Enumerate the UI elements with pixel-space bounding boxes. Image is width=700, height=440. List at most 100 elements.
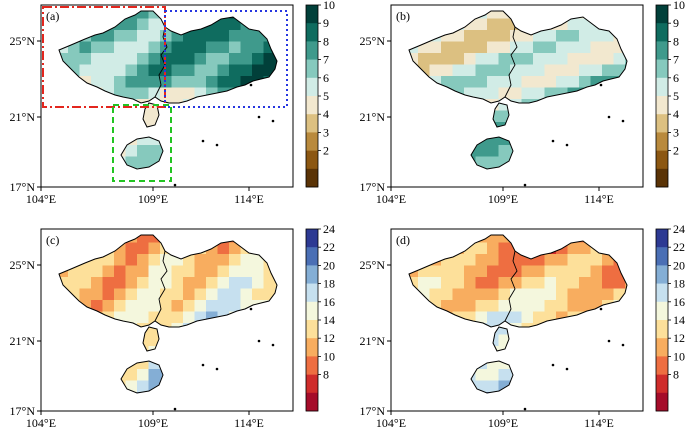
grid-cell [217,18,230,31]
grid-cell [171,64,184,77]
grid-cell [206,30,218,42]
grid-cell [567,254,580,266]
colorbar-tick-label: 12 [673,331,685,345]
grid-cell [510,277,522,289]
grid-cell [441,53,453,65]
grid-cell [125,18,138,31]
y-tick-label: 17°N [10,180,36,194]
colorbar-tick-label: 18 [323,277,335,291]
grid-cell [240,53,253,65]
grid-cell [441,277,453,289]
grid-cell [229,53,241,65]
grid-cell [452,64,465,77]
grid-cell [567,53,580,65]
grid-cell [217,64,230,77]
grid-cell [452,265,465,278]
colorbar-tick-label: 7 [323,53,329,67]
grid-cell [125,265,138,278]
grid-cell [125,64,138,77]
grid-cell [613,277,626,289]
grid-cell [102,288,115,301]
grid-cell [229,254,241,266]
grid-cell [475,369,488,381]
grid-cell [429,288,442,301]
grid-cell [171,76,184,88]
islands [523,307,625,411]
panel-label: (a) [46,9,59,23]
y-tick-label: 17°N [360,180,386,194]
green-box [112,104,172,182]
grid-cell [452,254,465,266]
panel-d: (d) 25°N 21°N 17°N 104°E 109°E 114°E 24 22 20 1… [360,222,685,430]
colorbar-tick-label: 16 [673,295,685,309]
grid-cell [217,254,230,266]
grid-cell [475,145,488,157]
grid-cell [171,265,184,278]
grid-cell [114,30,126,42]
colorbar-tick-label: 10 [673,349,685,363]
island-dot [551,363,555,367]
grid-cell [137,265,149,278]
grid-cell [68,277,80,289]
colorbar-tick-label: 9 [323,16,329,30]
grid-cell [579,53,591,65]
grid-cell [556,64,568,77]
colorbar-tick-label: 14 [673,313,685,327]
colorbar-tick-label: 18 [673,277,685,291]
grid-cell [498,288,511,301]
grid-cell [91,277,103,289]
grid-cell [429,41,442,54]
grid-cell [464,30,476,42]
grid-cell [567,30,580,42]
grid-cell [137,64,149,77]
region-boxes [42,6,288,182]
grid-cell [125,277,138,289]
grid-cell [194,254,207,266]
grid-cell [487,145,499,157]
grid-cell [125,369,138,381]
island-dot [173,407,177,411]
grid-cell [579,254,591,266]
grid-cell [240,265,253,278]
grid-cell [183,311,195,324]
grid-cell [418,277,430,289]
grid-cell [579,288,591,301]
colorbar-segment [656,283,668,303]
grid-cell [194,265,207,278]
colorbar-segment [656,96,668,115]
y-tick-label: 25°N [10,258,36,272]
grid-cell [498,64,511,77]
grid-cell [114,64,126,77]
grid-cell [498,30,511,42]
grid-cell [91,265,103,278]
x-tick-label: 104°E [376,416,406,430]
grid-cell [229,64,241,77]
grid-cell [452,76,465,88]
grid-cell [206,254,218,266]
grid-cell [79,64,92,77]
grid-cell [114,300,126,312]
grid-cell [452,53,465,65]
island-dot [607,115,611,119]
grid-cell [567,41,580,54]
grid-cell [229,288,241,301]
grid-cell [579,265,591,278]
grid-cell [452,41,465,54]
grid-cell [590,41,603,54]
grid-cell [160,265,172,278]
grid-cell [125,87,138,100]
grid-cell [556,30,568,42]
grid-cell [252,64,264,77]
grid-cell [521,288,534,301]
grid-cell [183,64,195,77]
grid-cell [498,53,511,65]
grid-cell [452,277,465,289]
island-dot [565,367,569,371]
grid-cell [217,277,230,289]
grid-cell [102,30,115,42]
grid-cell [194,288,207,301]
grid-cell [91,288,103,301]
grid-cell [183,277,195,289]
grid-cell [59,277,69,289]
grid-cell [125,300,138,312]
